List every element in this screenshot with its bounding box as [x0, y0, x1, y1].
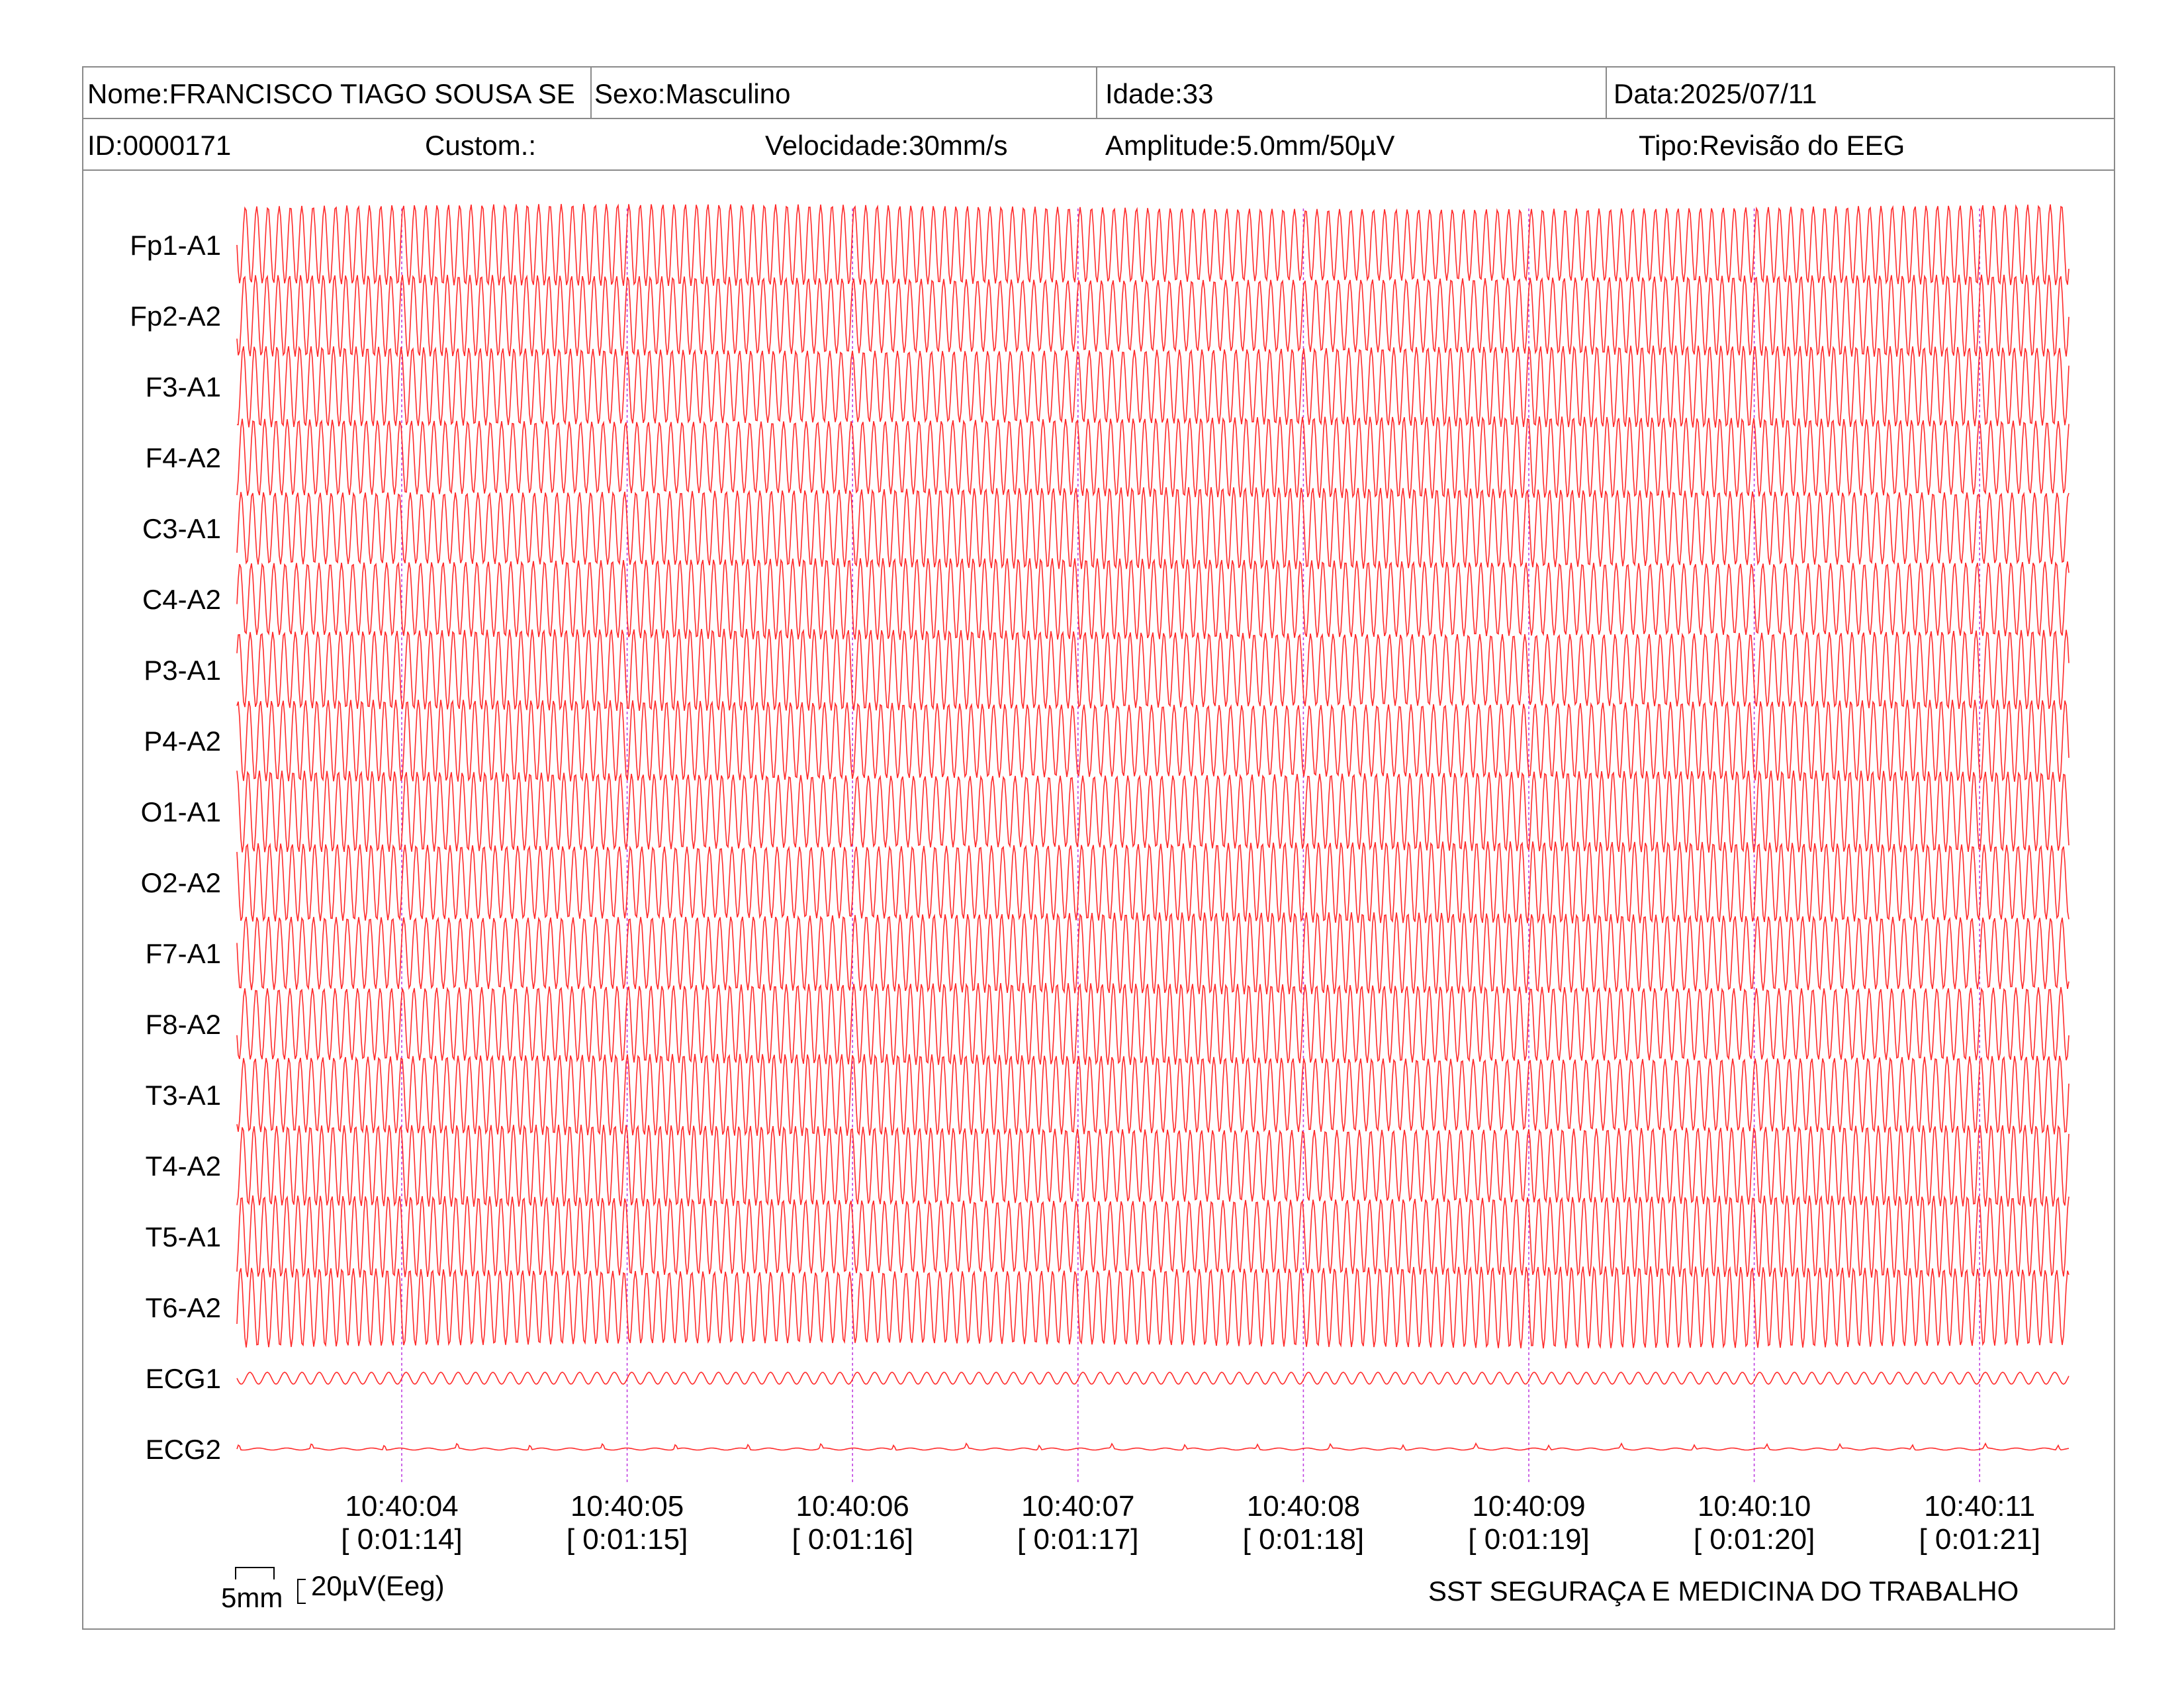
- channel-label-t6-a2: T6-A2: [146, 1292, 221, 1323]
- time-mark-clock: 10:40:04: [345, 1490, 458, 1523]
- patient-age: Idade:33: [1105, 78, 1214, 109]
- time-mark-elapsed: [ 0:01:21]: [1919, 1523, 2040, 1556]
- calibration-scale: 5mm 20µV(Eeg): [221, 1567, 445, 1613]
- time-mark-elapsed: [ 0:01:15]: [567, 1523, 688, 1556]
- vertical-scale-bracket: [297, 1579, 306, 1604]
- channel-label-o2-a2: O2-A2: [141, 867, 221, 898]
- trace-o2-a2: [236, 841, 2070, 924]
- time-mark-elapsed: [ 0:01:18]: [1243, 1523, 1364, 1556]
- trace-o1-a1: [236, 770, 2070, 853]
- header-divider: [1096, 68, 1097, 119]
- horizontal-scale-label: 5mm: [221, 1582, 283, 1613]
- paper-speed: Velocidade:30mm/s: [765, 130, 1008, 161]
- channel-labels: Fp1-A1 Fp2-A2 F3-A1 F4-A2 C3-A1 C4-A2 P3-A1 P4-…: [130, 230, 221, 1465]
- time-labels: 10:40:04[ 0:01:14] 10:40:05[ 0:01:15] 10:4…: [341, 1490, 2040, 1556]
- trace-ecg2: [236, 1442, 2070, 1451]
- trace-p3-a1: [236, 628, 2070, 712]
- eeg-report-sheet: Nome:FRANCISCO TIAGO SOUSA SE Sexo:Mascu…: [82, 66, 2115, 1630]
- trace-ecg1: [236, 1372, 2070, 1385]
- channel-label-f7-a1: F7-A1: [146, 938, 221, 969]
- time-mark-clock: 10:40:05: [570, 1490, 684, 1523]
- time-mark-elapsed: [ 0:01:19]: [1468, 1523, 1589, 1556]
- time-mark-clock: 10:40:08: [1247, 1490, 1360, 1523]
- trace-p4-a2: [236, 699, 2070, 782]
- channel-label-c3-a1: C3-A1: [142, 513, 221, 544]
- trace-c4-a2: [236, 558, 2070, 641]
- trace-t4-a2: [236, 1124, 2070, 1207]
- trace-fp2-a2: [236, 274, 2070, 357]
- header-divider: [1606, 68, 1607, 119]
- trace-t3-a1: [236, 1054, 2070, 1137]
- time-mark-clock: 10:40:09: [1472, 1490, 1585, 1523]
- time-mark-elapsed: [ 0:01:17]: [1017, 1523, 1138, 1556]
- header-row-patient: Nome:FRANCISCO TIAGO SOUSA SE Sexo:Mascu…: [83, 68, 2114, 119]
- channel-label-ecg1: ECG1: [146, 1363, 221, 1394]
- channel-label-f3-a1: F3-A1: [146, 371, 221, 402]
- trace-c3-a1: [236, 487, 2070, 569]
- channel-label-t5-a1: T5-A1: [146, 1221, 221, 1252]
- exam-type: Tipo:Revisão do EEG: [1639, 130, 1905, 161]
- trace-fp1-a1: [236, 203, 2070, 287]
- channel-label-o1-a1: O1-A1: [141, 796, 221, 827]
- custom-field: Custom.:: [425, 130, 537, 161]
- patient-name: Nome:FRANCISCO TIAGO SOUSA SE: [87, 78, 575, 109]
- channel-label-p3-a1: P3-A1: [144, 655, 221, 686]
- channel-label-c4-a2: C4-A2: [142, 584, 221, 615]
- trace-t5-a1: [236, 1195, 2070, 1278]
- trace-t6-a2: [236, 1266, 2070, 1349]
- channel-label-p4-a2: P4-A2: [144, 726, 221, 757]
- patient-id: ID:0000171: [87, 130, 232, 161]
- header-row-exam: ID:0000171 Custom.: Velocidade:30mm/s Am…: [83, 119, 2114, 171]
- channel-label-t4-a2: T4-A2: [146, 1150, 221, 1182]
- exam-date: Data:2025/07/11: [1614, 78, 1817, 109]
- patient-sex: Sexo:Masculino: [594, 78, 791, 109]
- horizontal-scale-bracket: [235, 1567, 275, 1579]
- amplitude-setting: Amplitude:5.0mm/50µV: [1105, 130, 1395, 161]
- trace-f4-a2: [236, 416, 2070, 499]
- time-mark-clock: 10:40:06: [796, 1490, 909, 1523]
- channel-label-t3-a1: T3-A1: [146, 1080, 221, 1111]
- channel-label-ecg2: ECG2: [146, 1434, 221, 1465]
- header-divider: [590, 68, 592, 119]
- time-mark-elapsed: [ 0:01:20]: [1694, 1523, 1815, 1556]
- trace-f3-a1: [236, 345, 2070, 428]
- time-mark-elapsed: [ 0:01:14]: [341, 1523, 462, 1556]
- vertical-scale-label: 20µV(Eeg): [311, 1570, 445, 1601]
- time-mark-clock: 10:40:11: [1924, 1490, 2035, 1523]
- time-mark-elapsed: [ 0:01:16]: [792, 1523, 913, 1556]
- channel-label-f8-a2: F8-A2: [146, 1009, 221, 1040]
- company-name: SST SEGURAÇA E MEDICINA DO TRABALHO: [1428, 1575, 2019, 1607]
- channel-label-fp2-a2: Fp2-A2: [130, 301, 221, 332]
- time-mark-clock: 10:40:07: [1021, 1490, 1134, 1523]
- trace-f7-a1: [236, 912, 2070, 995]
- channel-label-fp1-a1: Fp1-A1: [130, 230, 221, 261]
- channel-traces: [236, 203, 2070, 1451]
- time-mark-clock: 10:40:10: [1698, 1490, 1811, 1523]
- channel-label-f4-a2: F4-A2: [146, 442, 221, 473]
- trace-f8-a2: [236, 982, 2070, 1066]
